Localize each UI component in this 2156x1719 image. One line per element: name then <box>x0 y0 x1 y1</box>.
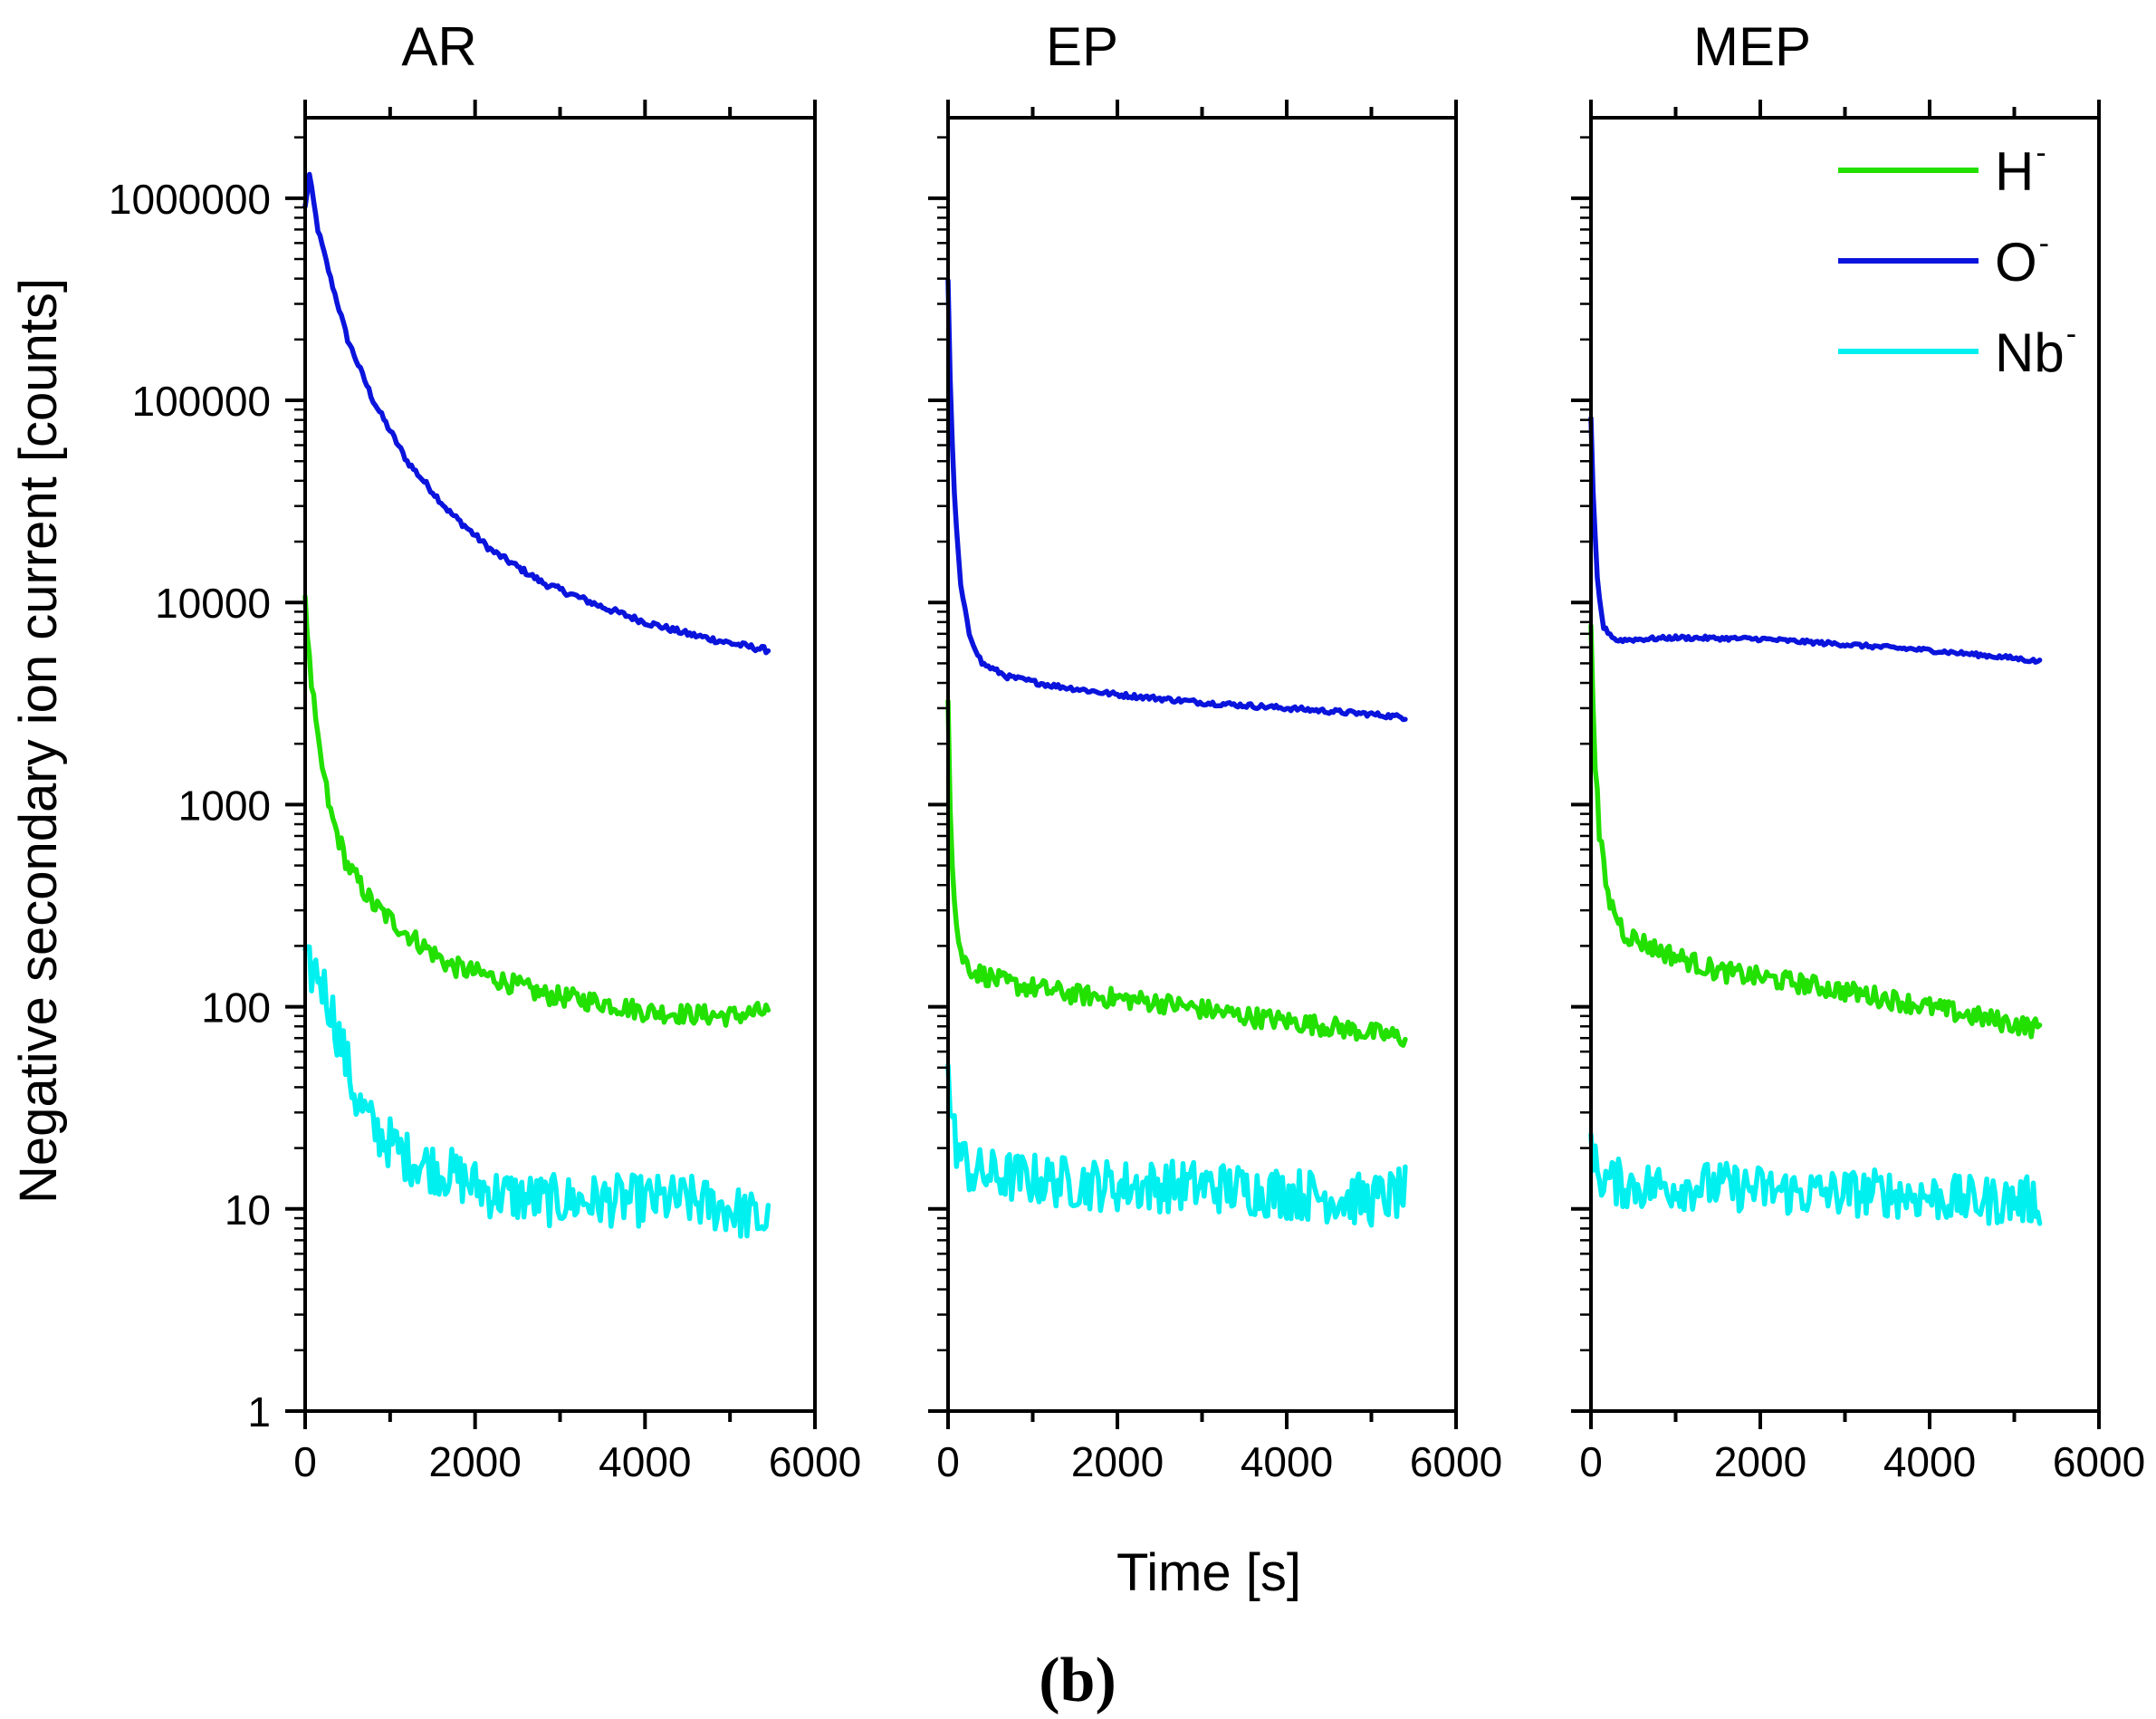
y-axis-label: Negative secondary ion current [counts] <box>9 278 68 1204</box>
panel-mep: MEP <box>1693 16 1811 77</box>
legend-label-superscript: - <box>2039 226 2049 261</box>
x-axis-label: Time [s] <box>1116 1543 1301 1602</box>
y-tick-label: 10000 <box>155 580 271 627</box>
panel-title-ar: AR <box>401 16 476 77</box>
series-line-o <box>945 277 1408 723</box>
figure-label: (b) <box>1039 1646 1116 1715</box>
panel-title-ep: EP <box>1046 16 1118 77</box>
x-tick-label: 0 <box>936 1438 960 1485</box>
series-line-h <box>1588 623 2043 1040</box>
panel-plot-mep: 0 2000 4000 6000 <box>1571 100 2145 1485</box>
series-line-h <box>302 593 771 1028</box>
legend-label: H <box>1995 141 2034 202</box>
series-line-o <box>302 171 771 656</box>
plot-layer: 0 2000 4000 6000 1 10 100 1000 10000 100000 100000… <box>109 100 2145 1485</box>
x-tick-label: 4000 <box>1883 1438 1976 1485</box>
legend-label-superscript: - <box>2066 317 2076 351</box>
x-tick-label: 2000 <box>428 1438 521 1485</box>
series-line-nb <box>302 944 771 1239</box>
series-line-o <box>1588 415 2043 665</box>
series-line-h <box>945 698 1408 1048</box>
y-tick-label: 1 <box>247 1388 271 1436</box>
panel-title-mep: MEP <box>1693 16 1811 77</box>
series-line-nb <box>945 1062 1408 1228</box>
x-tick-label: 6000 <box>769 1438 861 1485</box>
y-tick-label: 1000000 <box>109 176 271 223</box>
x-tick-label: 2000 <box>1071 1438 1164 1485</box>
y-tick-label: 100 <box>201 984 271 1032</box>
x-tick-label: 4000 <box>599 1438 691 1485</box>
y-tick-label: 10 <box>225 1186 271 1234</box>
plot-frame <box>946 116 1458 1413</box>
x-tick-label: 0 <box>293 1438 317 1485</box>
x-tick-label: 4000 <box>1241 1438 1333 1485</box>
legend-label: Nb <box>1995 322 2065 383</box>
x-tick-label: 0 <box>1579 1438 1603 1485</box>
series-line-nb <box>1588 1132 2043 1226</box>
x-tick-label: 6000 <box>2053 1438 2145 1485</box>
legend-label-superscript: - <box>2036 136 2046 170</box>
y-tick-label: 100000 <box>132 378 272 425</box>
x-tick-label: 6000 <box>1410 1438 1502 1485</box>
panel-ar: AR <box>401 16 476 77</box>
y-tick-label: 1000 <box>178 782 271 829</box>
legend: H -O -Nb - <box>1838 136 2076 383</box>
legend-label: O <box>1995 232 2037 293</box>
panel-plot-ep: 0 2000 4000 6000 <box>928 100 1502 1485</box>
panel-plot-ar: 0 2000 4000 6000 1 10 100 1000 10000 100000 100000… <box>109 100 861 1485</box>
panel-ep: EP <box>1046 16 1118 77</box>
x-tick-label: 2000 <box>1714 1438 1806 1485</box>
